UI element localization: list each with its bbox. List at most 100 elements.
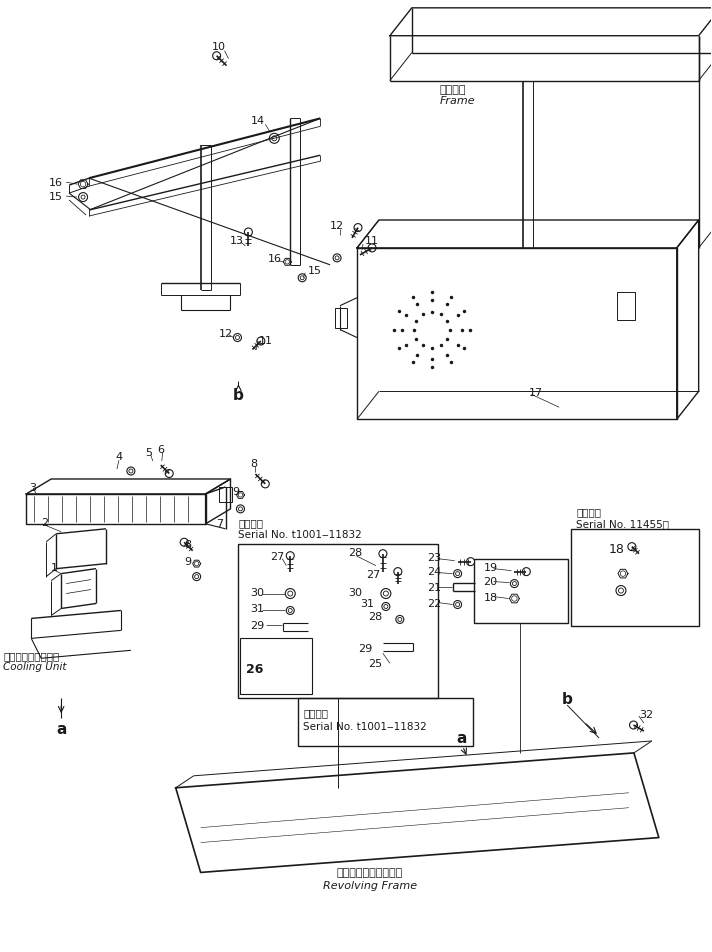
Text: 31: 31: [251, 604, 264, 614]
Text: 4: 4: [115, 451, 122, 462]
Circle shape: [236, 506, 244, 513]
Text: 30: 30: [251, 587, 264, 597]
Circle shape: [396, 616, 404, 624]
Bar: [473, 559, 568, 624]
Text: Serial No. t1001‒11832: Serial No. t1001‒11832: [303, 722, 427, 731]
Text: フレーム: フレーム: [440, 85, 466, 94]
Circle shape: [620, 571, 626, 577]
Text: 16: 16: [49, 178, 63, 188]
Circle shape: [381, 589, 391, 599]
Text: 18: 18: [483, 592, 498, 602]
Text: b: b: [233, 387, 244, 403]
Circle shape: [466, 558, 474, 566]
Text: 27: 27: [271, 551, 285, 561]
Text: 11: 11: [258, 335, 273, 346]
Circle shape: [234, 334, 241, 342]
Bar: [239, 545, 438, 699]
Circle shape: [244, 228, 253, 237]
Text: レボルビングフレーム: レボルビングフレーム: [337, 867, 403, 878]
Text: 8: 8: [184, 539, 192, 549]
Text: 適用号機: 適用号機: [303, 707, 328, 717]
Text: 28: 28: [368, 612, 382, 622]
Text: 2: 2: [41, 517, 48, 527]
Text: 20: 20: [483, 576, 498, 586]
Circle shape: [272, 137, 277, 142]
Circle shape: [180, 539, 188, 546]
Circle shape: [513, 582, 516, 585]
Text: 30: 30: [348, 587, 362, 597]
Circle shape: [629, 722, 637, 729]
Text: 8: 8: [250, 459, 257, 468]
Text: 3: 3: [29, 483, 36, 492]
Text: 6: 6: [157, 445, 164, 455]
Circle shape: [454, 570, 461, 578]
Circle shape: [285, 260, 290, 265]
Text: 17: 17: [529, 387, 543, 398]
Text: 10: 10: [211, 42, 226, 51]
Circle shape: [354, 225, 362, 232]
Text: 27: 27: [366, 569, 380, 579]
Circle shape: [335, 257, 339, 261]
Circle shape: [523, 568, 530, 576]
Circle shape: [383, 591, 388, 596]
Circle shape: [454, 601, 461, 609]
Text: 12: 12: [330, 221, 344, 230]
Circle shape: [394, 568, 402, 576]
Text: 21: 21: [426, 582, 441, 592]
Circle shape: [619, 588, 624, 593]
Text: Cooling Unit: Cooling Unit: [4, 662, 67, 671]
Circle shape: [368, 245, 376, 252]
Circle shape: [616, 585, 626, 596]
Text: 9: 9: [233, 486, 240, 496]
Text: 16: 16: [268, 253, 283, 264]
Circle shape: [456, 603, 459, 606]
Text: 15: 15: [49, 192, 63, 202]
Circle shape: [288, 591, 293, 596]
Circle shape: [628, 543, 636, 551]
Circle shape: [333, 254, 341, 263]
Circle shape: [261, 481, 269, 488]
Circle shape: [236, 336, 239, 340]
Bar: [241, 639, 312, 694]
Text: 適用号機: 適用号機: [576, 506, 601, 516]
Circle shape: [239, 493, 243, 498]
Text: Revolving Frame: Revolving Frame: [323, 881, 417, 890]
Text: 19: 19: [483, 562, 498, 572]
Circle shape: [194, 575, 199, 579]
Text: 14: 14: [251, 116, 266, 127]
Circle shape: [288, 609, 292, 613]
Text: 15: 15: [308, 266, 323, 275]
Text: Serial No. 11455～: Serial No. 11455～: [576, 518, 669, 528]
Text: b: b: [562, 691, 572, 705]
Text: a: a: [56, 721, 66, 736]
Text: 29: 29: [358, 644, 372, 654]
Text: 7: 7: [216, 518, 224, 528]
Bar: [298, 699, 473, 746]
Circle shape: [81, 196, 85, 200]
Circle shape: [80, 182, 86, 188]
Circle shape: [127, 467, 135, 475]
Bar: [617, 292, 635, 320]
Bar: [219, 487, 233, 503]
Text: 24: 24: [426, 566, 441, 576]
Text: 31: 31: [360, 599, 374, 609]
Circle shape: [165, 470, 173, 478]
Text: Serial No. t1001‒11832: Serial No. t1001‒11832: [239, 529, 362, 539]
Circle shape: [269, 134, 279, 144]
Bar: [335, 308, 347, 328]
Text: 26: 26: [246, 662, 264, 675]
Circle shape: [511, 580, 518, 588]
Text: 5: 5: [145, 447, 152, 458]
Circle shape: [512, 596, 517, 602]
Text: 32: 32: [639, 709, 653, 720]
Text: 22: 22: [426, 598, 441, 608]
Circle shape: [194, 562, 199, 566]
Bar: [571, 529, 698, 626]
Circle shape: [193, 573, 201, 581]
Circle shape: [298, 274, 306, 283]
Circle shape: [398, 618, 402, 622]
Circle shape: [239, 507, 243, 511]
Circle shape: [286, 589, 295, 599]
Circle shape: [257, 338, 265, 346]
Text: a: a: [456, 731, 467, 745]
